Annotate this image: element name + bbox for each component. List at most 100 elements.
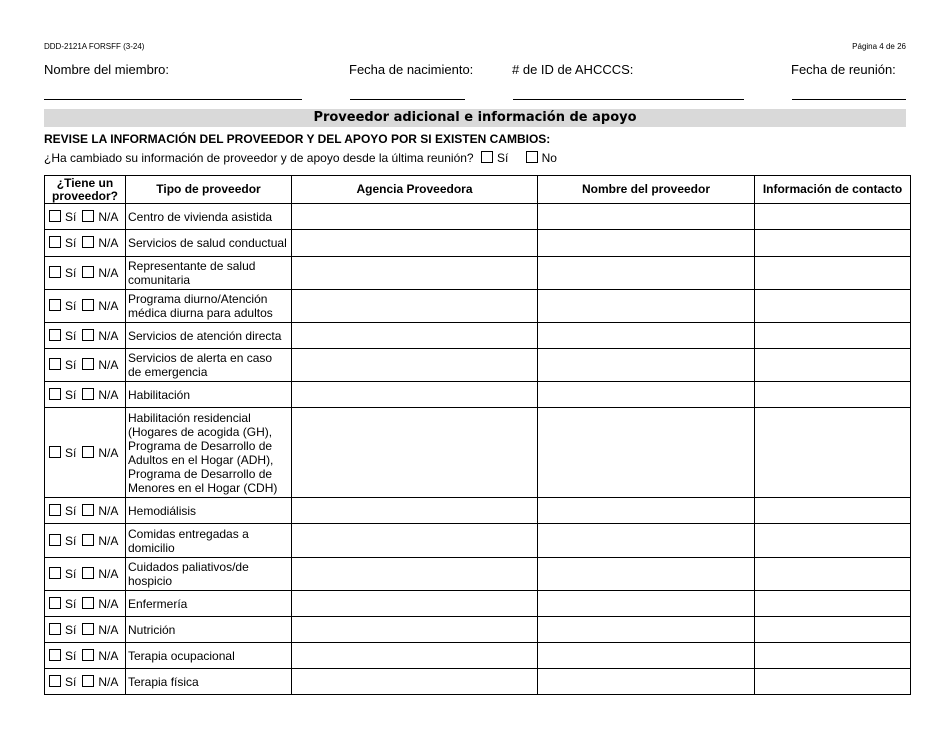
na-checkbox[interactable] <box>82 358 95 370</box>
contact-info-cell[interactable] <box>754 642 911 669</box>
yes-checkbox[interactable] <box>49 328 61 341</box>
yes-checkbox[interactable] <box>49 299 61 311</box>
provider-name-cell[interactable] <box>537 497 755 524</box>
yes-checkbox[interactable] <box>49 358 61 370</box>
na-checkbox[interactable] <box>82 209 95 222</box>
yes-checkbox[interactable] <box>49 533 61 546</box>
provider-name-cell[interactable] <box>537 523 755 558</box>
contact-info-cell[interactable] <box>754 616 911 643</box>
provider-name-cell[interactable] <box>537 289 755 323</box>
contact-info-cell[interactable] <box>754 348 911 382</box>
na-checkbox[interactable] <box>82 503 95 516</box>
na-checkbox[interactable] <box>82 567 95 579</box>
contact-info-cell[interactable] <box>754 590 911 617</box>
ahcccs-id-field[interactable] <box>513 99 744 100</box>
yes-checkbox[interactable] <box>49 622 61 635</box>
table-row: Sí N/A Nutrición <box>44 616 911 643</box>
provider-agency-cell[interactable] <box>291 322 538 349</box>
yes-checkbox[interactable] <box>49 266 61 278</box>
yes-checkbox[interactable] <box>49 567 61 579</box>
provider-agency-cell[interactable] <box>291 229 538 257</box>
provider-type: Nutrición <box>125 616 292 643</box>
yes-label: Sí <box>65 567 77 581</box>
provider-name-cell[interactable] <box>537 557 755 591</box>
has-provider-cell: Sí N/A <box>44 348 126 382</box>
meeting-date-field[interactable] <box>792 99 906 100</box>
provider-agency-cell[interactable] <box>291 203 538 230</box>
contact-info-cell[interactable] <box>754 668 911 695</box>
na-checkbox[interactable] <box>82 674 95 687</box>
dob-field[interactable] <box>350 99 465 100</box>
provider-agency-cell[interactable] <box>291 590 538 617</box>
na-checkbox[interactable] <box>82 328 95 341</box>
changed-yes-checkbox[interactable] <box>480 151 493 163</box>
contact-info-cell[interactable] <box>754 407 911 498</box>
yes-checkbox[interactable] <box>49 209 61 222</box>
provider-agency-cell[interactable] <box>291 497 538 524</box>
yes-checkbox[interactable] <box>49 236 61 248</box>
provider-name-cell[interactable] <box>537 668 755 695</box>
yes-checkbox[interactable] <box>49 445 61 458</box>
provider-agency-cell[interactable] <box>291 289 538 323</box>
provider-agency-cell[interactable] <box>291 407 538 498</box>
contact-info-cell[interactable] <box>754 381 911 408</box>
na-checkbox[interactable] <box>82 445 95 458</box>
provider-agency-cell[interactable] <box>291 256 538 290</box>
na-checkbox[interactable] <box>82 533 95 546</box>
yes-checkbox[interactable] <box>49 503 61 516</box>
provider-name-cell[interactable] <box>537 322 755 349</box>
contact-info-cell[interactable] <box>754 229 911 257</box>
has-provider-cell: Sí N/A <box>44 381 126 408</box>
provider-type: Representante de salud comunitaria <box>125 256 292 290</box>
contact-info-cell[interactable] <box>754 523 911 558</box>
table-row: Sí N/A Habilitación <box>44 381 911 408</box>
header-provider-type: Tipo de proveedor <box>125 175 292 204</box>
provider-agency-cell[interactable] <box>291 642 538 669</box>
provider-name-cell[interactable] <box>537 203 755 230</box>
na-label: N/A <box>98 596 119 611</box>
na-checkbox[interactable] <box>82 648 95 661</box>
provider-name-cell[interactable] <box>537 642 755 669</box>
contact-info-cell[interactable] <box>754 557 911 591</box>
provider-name-cell[interactable] <box>537 590 755 617</box>
provider-agency-cell[interactable] <box>291 616 538 643</box>
yes-checkbox[interactable] <box>49 674 61 687</box>
yes-label: Sí <box>65 533 77 548</box>
provider-type: Servicios de salud conductual <box>125 229 292 257</box>
provider-name-cell[interactable] <box>537 256 755 290</box>
contact-info-cell[interactable] <box>754 256 911 290</box>
provider-agency-cell[interactable] <box>291 557 538 591</box>
contact-info-cell[interactable] <box>754 289 911 323</box>
na-label: N/A <box>98 622 119 637</box>
na-checkbox[interactable] <box>82 266 95 278</box>
na-checkbox[interactable] <box>82 387 95 400</box>
yes-checkbox[interactable] <box>49 387 61 400</box>
provider-agency-cell[interactable] <box>291 381 538 408</box>
yes-label: Sí <box>65 328 77 343</box>
na-checkbox[interactable] <box>82 622 95 635</box>
provider-name-cell[interactable] <box>537 616 755 643</box>
na-checkbox[interactable] <box>82 236 95 248</box>
yes-label: Sí <box>65 209 77 224</box>
header-has-provider: ¿Tiene un proveedor? <box>44 175 126 204</box>
provider-agency-cell[interactable] <box>291 668 538 695</box>
member-name-field[interactable] <box>44 99 302 100</box>
has-provider-cell: Sí N/A <box>44 642 126 669</box>
contact-info-cell[interactable] <box>754 322 911 349</box>
provider-agency-cell[interactable] <box>291 523 538 558</box>
contact-info-cell[interactable] <box>754 497 911 524</box>
na-checkbox[interactable] <box>82 596 95 609</box>
na-checkbox[interactable] <box>82 299 95 311</box>
provider-name-cell[interactable] <box>537 348 755 382</box>
table-row: Sí N/A Servicios de atención directa <box>44 322 911 349</box>
provider-table: ¿Tiene un proveedor? Tipo de proveedor A… <box>44 175 911 695</box>
provider-agency-cell[interactable] <box>291 348 538 382</box>
contact-info-cell[interactable] <box>754 203 911 230</box>
provider-name-cell[interactable] <box>537 381 755 408</box>
provider-name-cell[interactable] <box>537 407 755 498</box>
changed-yes-label: Sí <box>496 151 509 165</box>
changed-no-checkbox[interactable] <box>525 151 538 163</box>
provider-name-cell[interactable] <box>537 229 755 257</box>
yes-checkbox[interactable] <box>49 648 61 661</box>
yes-checkbox[interactable] <box>49 596 61 609</box>
